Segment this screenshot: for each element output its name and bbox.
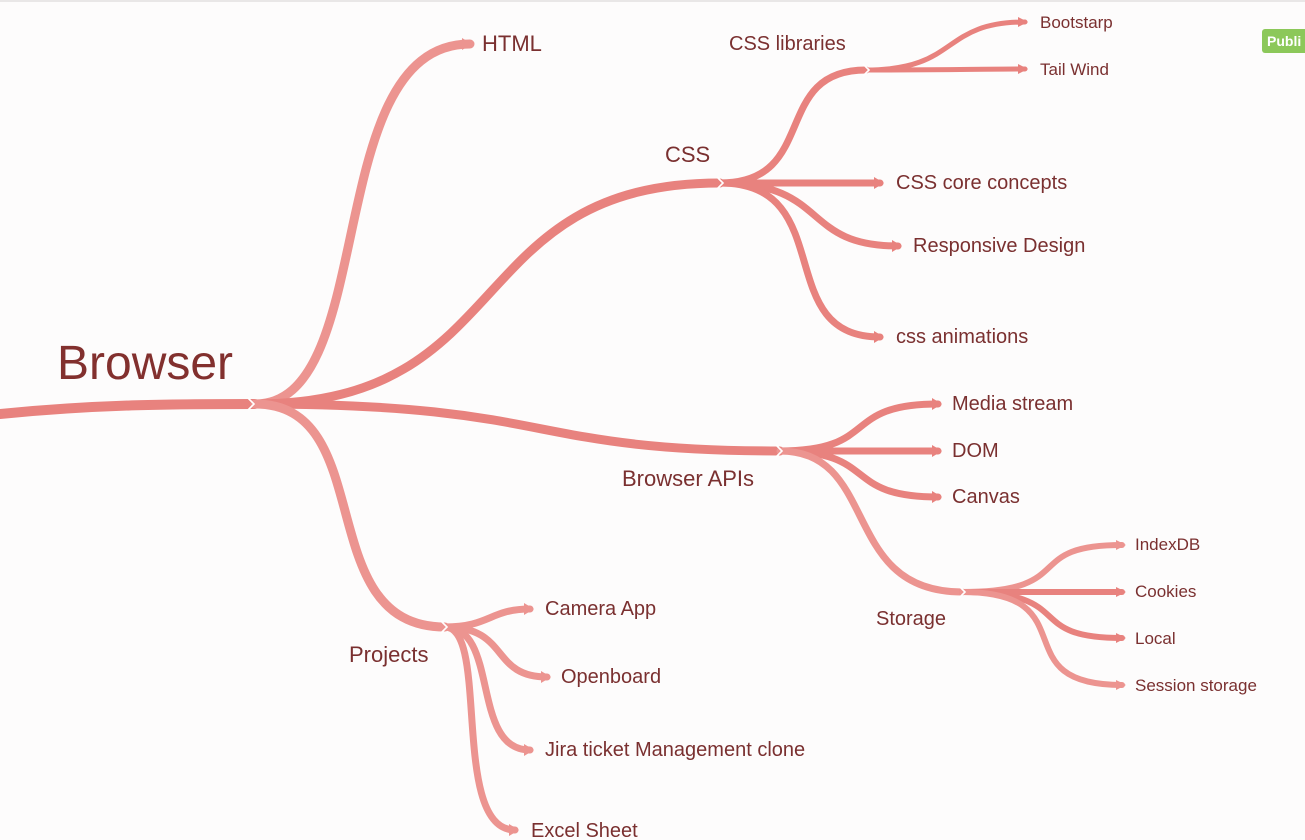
node-indexdb[interactable]: IndexDB (1135, 535, 1200, 554)
branch-session-storage (959, 589, 1125, 688)
branch-openboard (441, 623, 551, 681)
node-openboard[interactable]: Openboard (561, 666, 661, 688)
branch-responsive (716, 179, 902, 250)
node-storage[interactable]: Storage (876, 608, 946, 630)
branch-tailwind (863, 66, 1028, 73)
node-tailwind[interactable]: Tail Wind (1040, 60, 1109, 79)
top-divider (0, 0, 1305, 2)
node-css-core[interactable]: CSS core concepts (896, 172, 1067, 194)
node-bootstrap[interactable]: Bootstarp (1040, 13, 1113, 32)
node-browser-apis[interactable]: Browser APIs (622, 466, 754, 491)
branch-jira (441, 623, 534, 754)
branch-css-libraries (716, 66, 870, 187)
branch-indexdb (959, 542, 1125, 595)
node-dom[interactable]: DOM (952, 440, 999, 462)
branch-css-animations (716, 179, 884, 341)
junction-arrows (247, 17, 1126, 836)
branch-css (250, 178, 725, 409)
node-projects[interactable]: Projects (349, 642, 428, 667)
branch-media-stream (776, 400, 942, 455)
node-html[interactable]: HTML (482, 31, 542, 56)
node-css[interactable]: CSS (665, 142, 710, 167)
node-media-stream[interactable]: Media stream (952, 393, 1073, 415)
branch-bootstrap (863, 19, 1028, 73)
node-excel[interactable]: Excel Sheet (531, 820, 638, 840)
node-responsive[interactable]: Responsive Design (913, 235, 1085, 257)
node-jira[interactable]: Jira ticket Management clone (545, 739, 805, 761)
branch-excel (441, 623, 519, 834)
node-camera-app[interactable]: Camera App (545, 598, 656, 620)
node-root[interactable]: Browser (57, 337, 233, 390)
node-local[interactable]: Local (1135, 629, 1176, 648)
branch-browser-apis (250, 399, 785, 456)
node-css-animations[interactable]: css animations (896, 326, 1028, 348)
branch-storage (776, 447, 966, 596)
node-session-storage[interactable]: Session storage (1135, 676, 1257, 695)
branch-html (250, 39, 475, 409)
branch-root (0, 399, 260, 419)
branch-projects (250, 399, 450, 632)
node-canvas[interactable]: Canvas (952, 486, 1020, 508)
node-css-libraries[interactable]: CSS libraries (729, 33, 846, 55)
node-cookies[interactable]: Cookies (1135, 582, 1196, 601)
branches (0, 19, 1125, 834)
public-badge[interactable]: Publi (1262, 29, 1305, 53)
branch-canvas (776, 447, 942, 501)
